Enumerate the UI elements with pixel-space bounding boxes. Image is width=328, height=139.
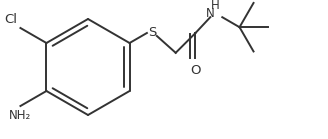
Text: Cl: Cl: [5, 13, 17, 26]
Text: NH₂: NH₂: [9, 109, 31, 122]
Text: N: N: [206, 7, 215, 20]
Text: H: H: [211, 0, 220, 12]
Text: O: O: [190, 64, 201, 77]
Text: S: S: [148, 27, 156, 39]
